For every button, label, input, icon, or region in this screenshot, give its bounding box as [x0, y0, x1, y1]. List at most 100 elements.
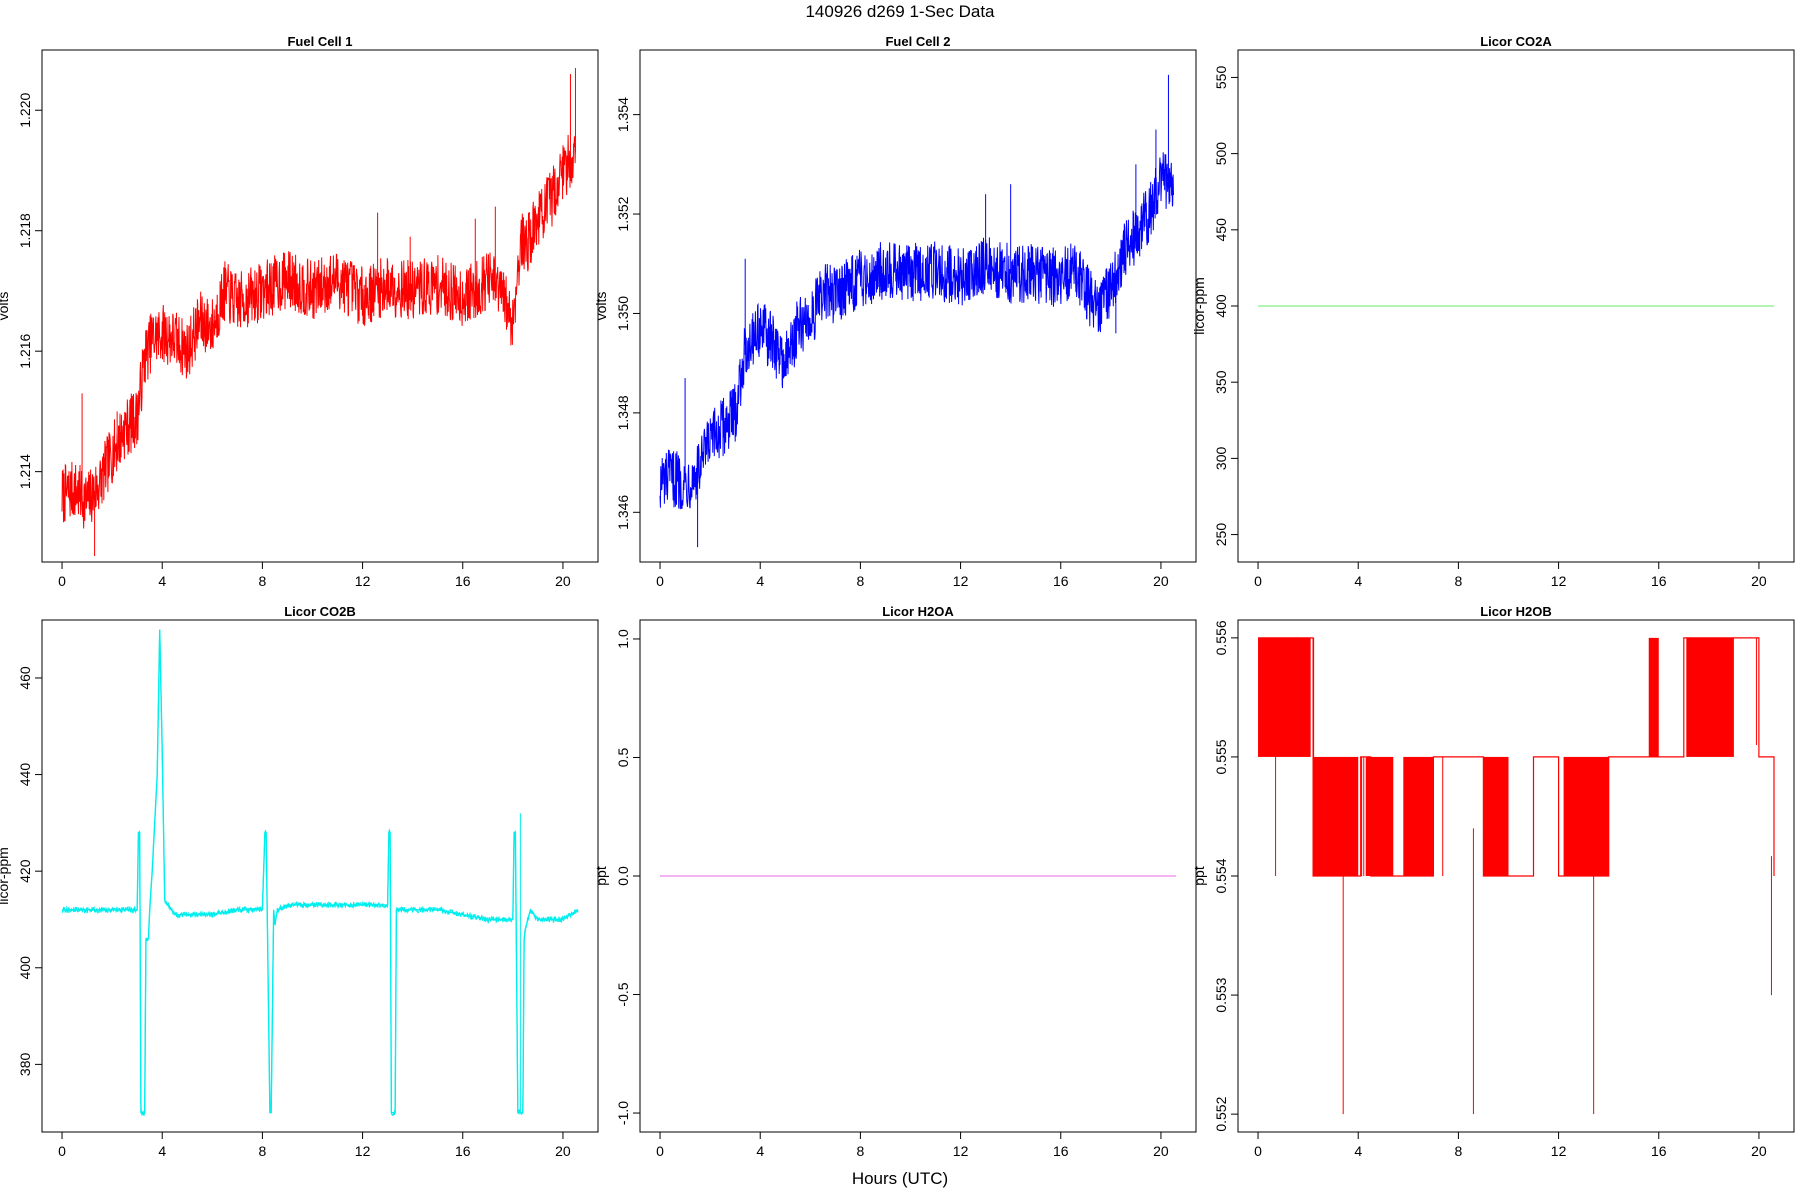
x-tick-label: 4	[1354, 1143, 1362, 1159]
plot-frame	[639, 49, 1197, 563]
x-tick-label: 16	[455, 573, 471, 589]
y-tick-label: 440	[17, 763, 33, 787]
x-tick-label: 16	[1053, 1143, 1069, 1159]
x-tick-label: 0	[1254, 573, 1262, 589]
x-tick-label: 16	[1651, 573, 1667, 589]
x-tick-label: 12	[953, 1143, 969, 1159]
dense-band	[1483, 756, 1509, 876]
y-tick-label: 0.552	[1213, 1096, 1229, 1131]
y-tick-label: 350	[1213, 370, 1229, 394]
plot-frame	[41, 49, 599, 563]
panel-6: Licor H2OB ppt 0 4 8 12 16 20 0.552 0.553 0.554 0.5…	[1191, 604, 1795, 1159]
y-tick-label: 400	[1213, 294, 1229, 318]
series-line	[1258, 637, 1775, 877]
y-tick-label: 1.216	[17, 333, 33, 368]
dense-band	[1365, 756, 1394, 876]
x-tick-label: 12	[1551, 1143, 1567, 1159]
y-axis-label: volts	[0, 292, 11, 321]
y-tick-label: 1.220	[17, 93, 33, 128]
plot-frame	[41, 619, 599, 1133]
panel-1: Fuel Cell 1 volts 0 4 8 12 16 20 1.214 1.216 1.218…	[0, 34, 599, 589]
y-tick-label: 1.0	[615, 629, 631, 649]
y-tick-label: 0.553	[1213, 977, 1229, 1012]
y-axis-label: licor-ppm	[0, 847, 11, 905]
dense-band	[1563, 756, 1609, 876]
dense-band	[1313, 756, 1359, 876]
x-tick-label: 0	[1254, 1143, 1262, 1159]
x-tick-label: 4	[756, 573, 764, 589]
y-tick-label: 1.348	[615, 395, 631, 430]
y-tick-label: 400	[17, 956, 33, 980]
series-line	[61, 629, 579, 1117]
x-tick-label: 8	[856, 1143, 864, 1159]
y-tick-label: -1.0	[615, 1101, 631, 1125]
x-tick-label: 8	[258, 573, 266, 589]
x-tick-label: 4	[756, 1143, 764, 1159]
series-line	[61, 134, 576, 529]
y-tick-label: 500	[1213, 142, 1229, 166]
y-tick-label: 300	[1213, 446, 1229, 470]
y-axis-label: ppt	[1191, 866, 1207, 886]
y-tick-label: 460	[17, 666, 33, 690]
x-tick-label: 12	[953, 573, 969, 589]
y-tick-label: 450	[1213, 218, 1229, 242]
y-tick-label: -0.5	[615, 982, 631, 1006]
x-tick-label: 0	[58, 1143, 66, 1159]
x-tick-label: 0	[656, 1143, 664, 1159]
y-tick-label: 0.554	[1213, 858, 1229, 893]
x-tick-label: 16	[1651, 1143, 1667, 1159]
data-layer	[61, 68, 576, 556]
y-tick-label: 1.214	[17, 454, 33, 489]
x-tick-label: 20	[555, 1143, 571, 1159]
series-line	[659, 152, 1174, 510]
x-tick-label: 4	[158, 573, 166, 589]
x-tick-label: 20	[1153, 1143, 1169, 1159]
x-tick-label: 16	[1053, 573, 1069, 589]
x-tick-label: 12	[355, 1143, 371, 1159]
panel-title: Licor CO2B	[284, 604, 356, 619]
dense-band	[1258, 637, 1311, 757]
y-tick-label: 1.350	[615, 296, 631, 331]
x-tick-label: 4	[1354, 573, 1362, 589]
panel-title: Fuel Cell 1	[287, 34, 352, 49]
data-layer	[659, 74, 1174, 548]
y-tick-label: 0.5	[615, 748, 631, 768]
figure-x-axis-label: Hours (UTC)	[851, 1169, 949, 1188]
y-tick-label: 1.346	[615, 495, 631, 530]
x-tick-label: 8	[856, 573, 864, 589]
x-tick-label: 12	[1551, 573, 1567, 589]
x-tick-label: 20	[555, 573, 571, 589]
panel-4: Licor CO2B licor-ppm 0 4 8 12 16 20 380 400 420 440…	[0, 604, 599, 1159]
y-axis-label: licor-ppm	[1191, 277, 1207, 335]
x-tick-label: 8	[1454, 1143, 1462, 1159]
y-tick-label: 0.555	[1213, 739, 1229, 774]
data-layer	[1258, 637, 1775, 1115]
x-tick-label: 8	[1454, 573, 1462, 589]
panel-title: Licor H2OA	[882, 604, 954, 619]
panel-3: Licor CO2A licor-ppm 0 4 8 12 16 20 250 300 350 400…	[1191, 34, 1795, 589]
x-tick-label: 0	[656, 573, 664, 589]
y-tick-label: 550	[1213, 66, 1229, 90]
x-tick-label: 20	[1751, 1143, 1767, 1159]
panel-title: Fuel Cell 2	[885, 34, 950, 49]
y-tick-label: 1.218	[17, 213, 33, 248]
x-tick-label: 4	[158, 1143, 166, 1159]
panel-title: Licor CO2A	[1480, 34, 1552, 49]
x-tick-label: 20	[1751, 573, 1767, 589]
panel-5: Licor H2OA ppt 0 4 8 12 16 20 -1.0 -0.5 0.0 0.5 1.0	[593, 604, 1197, 1159]
panel-2: Fuel Cell 2 volts 0 4 8 12 16 20 1.346 1.348 1.350…	[593, 34, 1197, 589]
y-axis-label: ppt	[593, 866, 609, 886]
x-tick-label: 20	[1153, 573, 1169, 589]
dense-band	[1403, 756, 1434, 876]
y-tick-label: 0.556	[1213, 620, 1229, 655]
y-tick-label: 420	[17, 859, 33, 883]
x-tick-label: 12	[355, 573, 371, 589]
panel-title: Licor H2OB	[1480, 604, 1552, 619]
dense-band	[1686, 637, 1734, 757]
x-tick-label: 0	[58, 573, 66, 589]
y-tick-label: 1.354	[615, 97, 631, 132]
y-axis-label: volts	[593, 292, 609, 321]
x-tick-label: 16	[455, 1143, 471, 1159]
x-tick-label: 8	[258, 1143, 266, 1159]
